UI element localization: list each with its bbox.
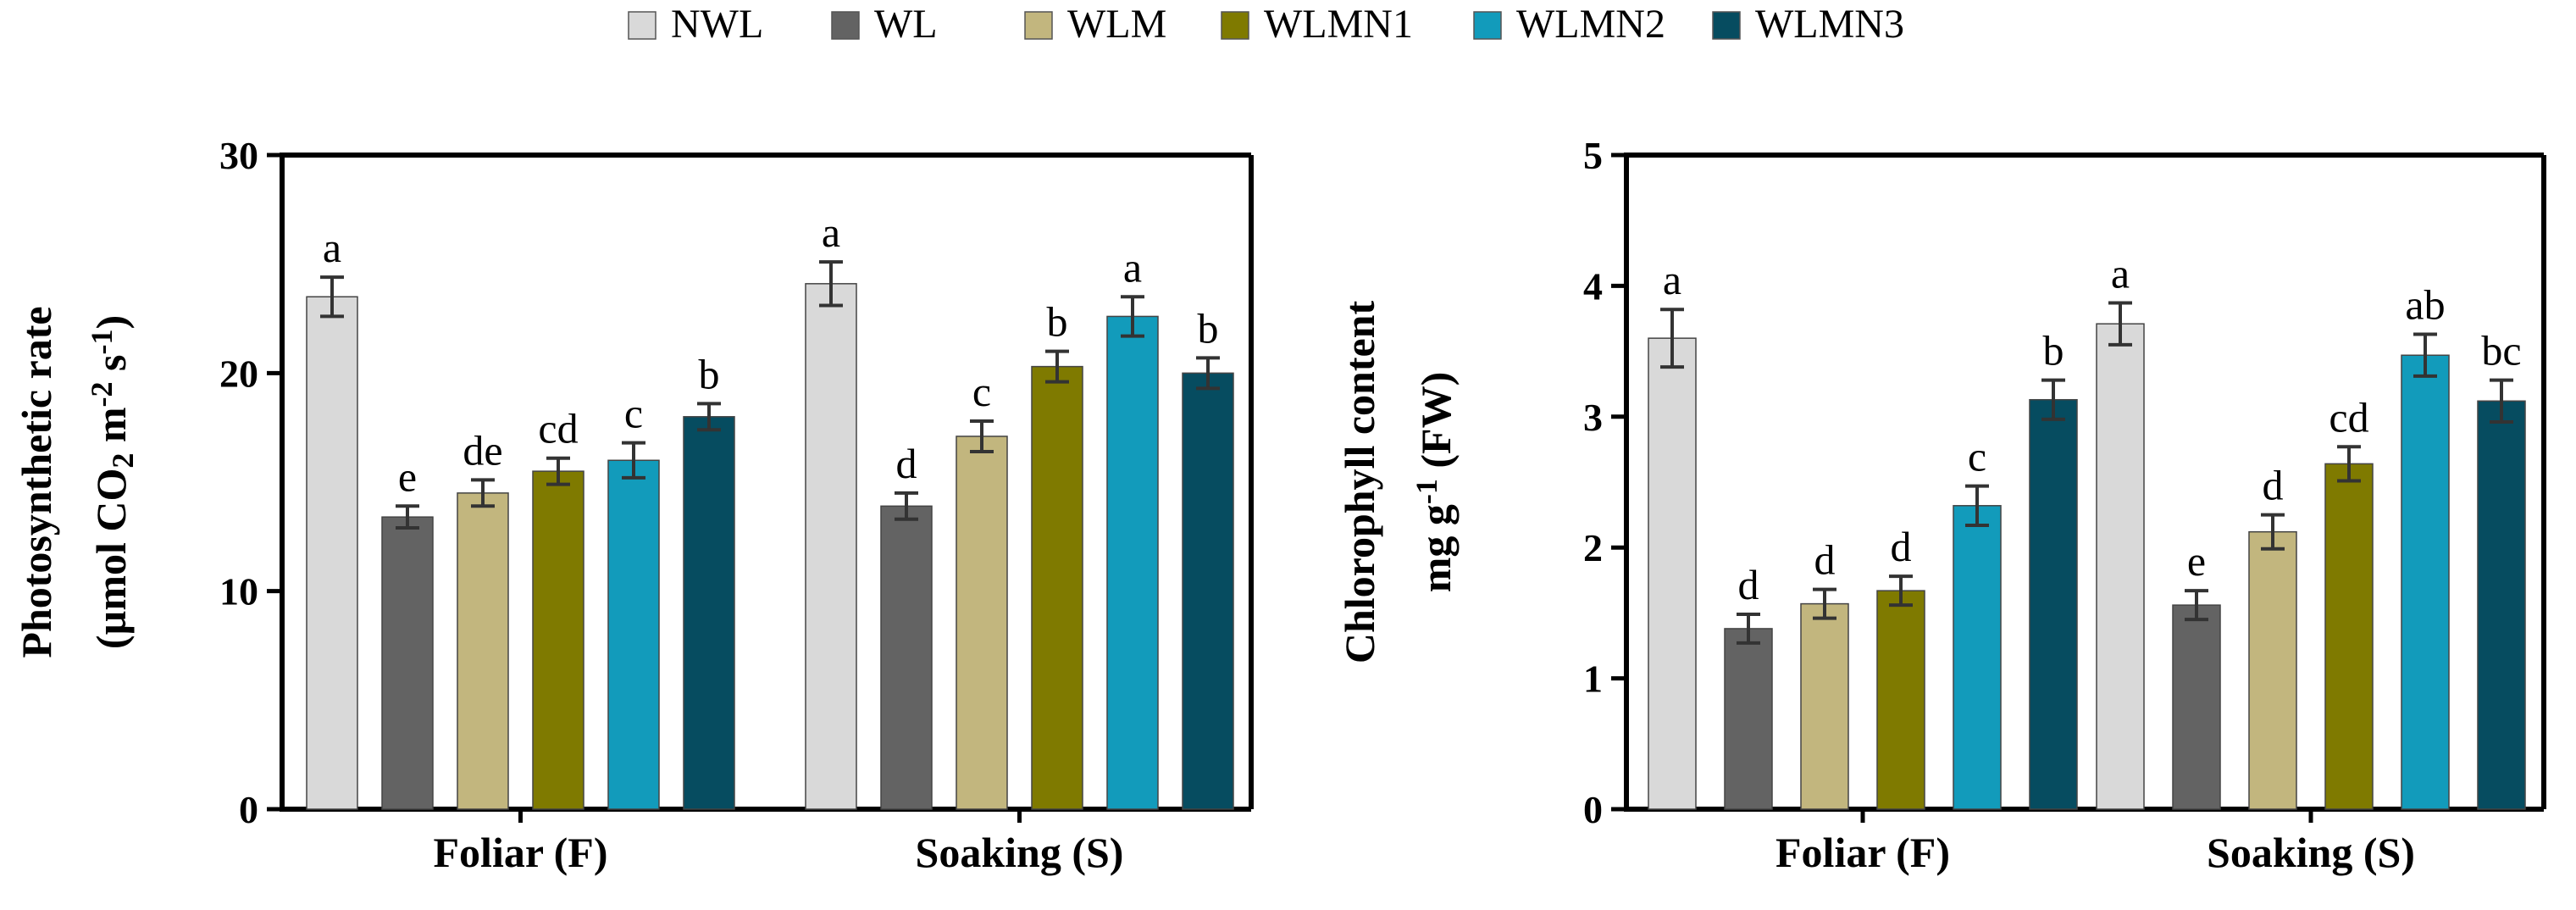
legend-swatch-wlmn3 <box>1712 11 1741 40</box>
category-label: Foliar (F) <box>434 829 608 876</box>
significance-label: a <box>1663 256 1681 303</box>
significance-label: d <box>1891 523 1912 570</box>
bar-wlm-foliar <box>457 492 509 810</box>
label-part: m <box>87 407 135 452</box>
significance-label: a <box>822 208 840 256</box>
bar-wlm-soaking <box>2248 530 2297 810</box>
bar-nwl-foliar <box>306 296 358 810</box>
bar-wlmn2-foliar <box>1953 505 2002 810</box>
bar-wl-soaking <box>880 505 933 810</box>
y-tick-label: 30 <box>219 134 258 177</box>
superscript: -1 <box>85 330 119 355</box>
significance-label: c <box>1968 433 1986 480</box>
bar-nwl-soaking <box>805 283 857 810</box>
legend-swatch-nwl <box>628 11 656 40</box>
legend-label-wlmn1: WLMN1 <box>1264 2 1413 47</box>
bar-wlmn1-foliar <box>532 470 584 810</box>
legend-label-wlm: WLM <box>1067 2 1166 47</box>
y-tick-label: 1 <box>1583 658 1603 701</box>
legend-swatch-wl <box>831 11 860 40</box>
significance-label: d <box>1814 536 1836 584</box>
legend-label-wlmn2: WLMN2 <box>1516 2 1665 47</box>
y-tick-label: 5 <box>1583 134 1603 177</box>
bar-wlm-soaking <box>956 436 1008 810</box>
label-part: s <box>87 355 135 382</box>
bar-wlmn1-foliar <box>1876 590 1925 810</box>
y-tick-label: 0 <box>1583 788 1603 831</box>
legend-swatch-wlmn2 <box>1473 11 1502 40</box>
legend-label-wlmn3: WLMN3 <box>1755 2 1904 47</box>
significance-label: b <box>1198 304 1219 352</box>
y-tick-label: 20 <box>219 352 258 395</box>
bar-nwl-soaking <box>2096 323 2145 810</box>
superscript: -2 <box>85 381 119 407</box>
category-label: Soaking (S) <box>2207 829 2415 876</box>
bar-wlmn2-soaking <box>2401 354 2450 810</box>
y-tick-label: 2 <box>1583 526 1603 569</box>
label-part: ) <box>87 315 135 330</box>
bar-wl-soaking <box>2172 604 2221 810</box>
bar-wlm-foliar <box>1800 602 1849 810</box>
bar-wlmn3-foliar <box>683 416 735 810</box>
bar-wlmn1-soaking <box>2324 463 2374 810</box>
bar-wl-foliar <box>381 516 434 810</box>
significance-label: d <box>2263 462 2284 509</box>
y-axis-label-line1: Photosynthetic rate <box>13 306 60 658</box>
significance-label: de <box>463 426 502 474</box>
legend: NWL WL WLM WLMN1 WLMN2 WLMN3 <box>628 2 1904 47</box>
significance-label: b <box>1047 298 1068 346</box>
legend-swatch-wlmn1 <box>1221 11 1249 40</box>
significance-label: c <box>624 390 643 437</box>
label-part: (µmol CO <box>87 469 135 650</box>
y-tick-label: 0 <box>239 788 258 831</box>
bar-wl-foliar <box>1724 628 1773 810</box>
significance-label: bc <box>2481 327 2521 375</box>
bar-wlmn1-soaking <box>1031 365 1083 810</box>
significance-label: b <box>2043 327 2064 375</box>
legend-label-nwl: NWL <box>671 2 763 47</box>
significance-label: e <box>398 452 417 500</box>
category-label: Soaking (S) <box>916 829 1124 876</box>
significance-label: cd <box>538 405 578 452</box>
y-tick-label: 10 <box>219 570 258 613</box>
y-axis-label-line1: Chlorophyll content <box>1336 301 1383 664</box>
bar-wlmn2-soaking <box>1106 315 1159 810</box>
legend-label-wl: WL <box>874 2 938 47</box>
significance-label: c <box>972 368 991 415</box>
significance-label: cd <box>2329 393 2368 441</box>
bar-wlmn3-soaking <box>1182 372 1234 810</box>
label-part: mg g <box>1412 504 1460 592</box>
significance-label: d <box>1738 561 1759 608</box>
significance-label: b <box>699 350 720 397</box>
significance-label: e <box>2187 537 2206 585</box>
superscript: -1 <box>1410 479 1443 504</box>
significance-label: ab <box>2405 281 2445 329</box>
significance-label: a <box>323 224 341 271</box>
y-tick-label: 4 <box>1583 264 1603 308</box>
significance-label: a <box>2111 249 2130 297</box>
bar-wlmn3-soaking <box>2477 400 2526 810</box>
y-axis-label-line2: mg g-1 (FW) <box>1410 372 1460 593</box>
subscript: 2 <box>106 453 140 469</box>
y-tick-label: 3 <box>1583 396 1603 439</box>
significance-label: d <box>896 440 917 487</box>
significance-label: a <box>1123 243 1142 291</box>
label-part: (FW) <box>1412 372 1460 479</box>
legend-swatch-wlm <box>1024 11 1053 40</box>
category-label: Foliar (F) <box>1776 829 1950 876</box>
bar-wlmn2-foliar <box>607 459 660 810</box>
bar-nwl-foliar <box>1648 337 1697 810</box>
y-axis-label-line2: (µmol CO2 m-2 s-1) <box>85 315 140 649</box>
bar-wlmn3-foliar <box>2029 398 2078 810</box>
